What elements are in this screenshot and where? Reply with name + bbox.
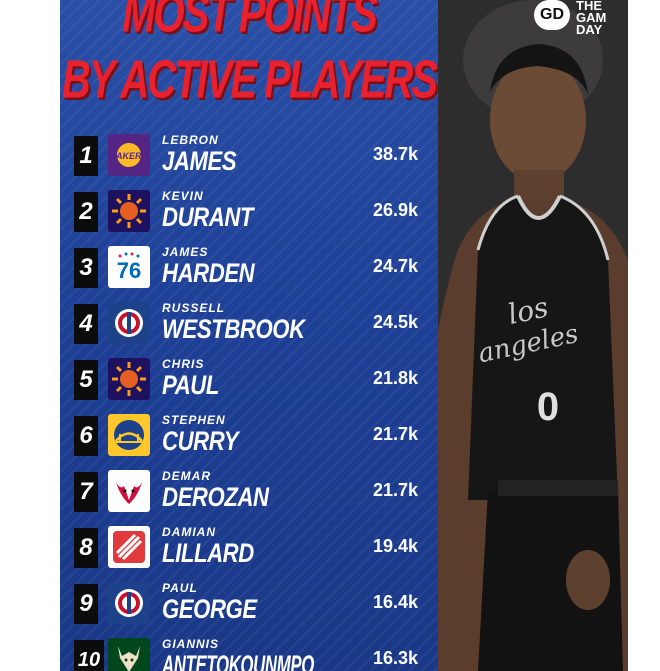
- brand-line: THE: [576, 0, 602, 13]
- player-points: 16.4k: [372, 592, 418, 612]
- brand-badge: GD THE GAM DAY: [534, 0, 624, 36]
- player-points: 26.9k: [372, 200, 418, 220]
- player-name: CHRIS PAUL: [162, 357, 232, 400]
- player-first-name: LEBRON: [162, 133, 219, 147]
- leaderboard-panel: MOST POINTS BY ACTIVE PLAYERS 1 LAKERS L…: [60, 0, 438, 671]
- title-line-1: MOST POINTS: [122, 0, 378, 44]
- player-first-name: KEVIN: [162, 189, 204, 203]
- player-points: 21.7k: [372, 480, 418, 500]
- player-last-name: ANTETOKOUNMPO: [162, 650, 314, 671]
- player-points: 38.7k: [372, 144, 418, 164]
- player-points: 24.7k: [372, 256, 418, 276]
- player-name: RUSSELL WESTBROOK: [162, 301, 336, 344]
- brand-name: THE GAM DAY: [576, 0, 606, 36]
- player-last-name: DURANT: [162, 202, 254, 232]
- player-name: LEBRON JAMES: [162, 133, 253, 176]
- bulls-logo-icon: [108, 470, 150, 512]
- player-points: 21.7k: [372, 424, 418, 444]
- clippers-logo-icon: [108, 302, 150, 344]
- rank-badge: 1: [74, 136, 98, 176]
- player-last-name: PAUL: [162, 370, 219, 400]
- brand-line: DAY: [576, 22, 603, 37]
- player-name: KEVIN DURANT: [162, 189, 273, 232]
- rank-badge: 6: [74, 416, 98, 456]
- suns-logo-icon: [108, 190, 150, 232]
- 76ers-logo-icon: 76: [108, 246, 150, 288]
- player-name: DEMAR DEROZAN: [162, 469, 292, 512]
- player-row: 4 RUSSELL WESTBROOK 24.5k: [74, 300, 438, 350]
- player-last-name: LILLARD: [162, 538, 254, 568]
- clippers-logo-icon: [108, 582, 150, 624]
- player-name: JAMES HARDEN: [162, 245, 275, 288]
- player-photo: los angeles 0: [438, 0, 628, 671]
- warriors-logo-icon: [108, 414, 150, 456]
- player-row: 6 STEPHEN CURRY 21.7k: [74, 412, 438, 462]
- player-row: 7 DEMAR DEROZAN 21.7k: [74, 468, 438, 518]
- player-row: 10 GIANNIS ANTETOKOUNMPO 16.3k: [74, 636, 438, 671]
- player-name: DAMIAN LILLARD: [162, 525, 274, 568]
- rank-badge: 10: [74, 640, 104, 671]
- player-name: GIANNIS ANTETOKOUNMPO: [162, 638, 407, 671]
- player-name: STEPHEN CURRY: [162, 413, 255, 456]
- player-first-name: CHRIS: [162, 357, 205, 371]
- svg-text:76: 76: [117, 258, 141, 283]
- player-row: 2 KEVIN DURANT 26.9k: [74, 188, 438, 238]
- rank-badge: 2: [74, 192, 98, 232]
- player-first-name: DAMIAN: [162, 525, 216, 539]
- player-first-name: DEMAR: [162, 469, 211, 483]
- player-points: 24.5k: [372, 312, 418, 332]
- player-row: 3 76 JAMES HARDEN 24.7k: [74, 244, 438, 294]
- rank-badge: 7: [74, 472, 98, 512]
- brand-line: GAM: [576, 10, 607, 25]
- player-points: 16.3k: [372, 648, 418, 668]
- player-name: PAUL GEORGE: [162, 581, 278, 624]
- player-last-name: CURRY: [162, 426, 239, 456]
- player-row: 1 LAKERS LEBRON JAMES 38.7k: [74, 132, 438, 182]
- title-line-2: BY ACTIVE PLAYERS: [61, 50, 438, 110]
- rank-badge: 9: [74, 584, 98, 624]
- player-first-name: PAUL: [162, 581, 198, 595]
- player-row: 9 PAUL GEORGE 16.4k: [74, 580, 438, 630]
- player-points: 21.8k: [372, 368, 418, 388]
- player-first-name: STEPHEN: [162, 413, 226, 427]
- stat-graphic: MOST POINTS BY ACTIVE PLAYERS 1 LAKERS L…: [60, 0, 628, 671]
- player-last-name: JAMES: [162, 146, 237, 176]
- lakers-logo-icon: LAKERS: [108, 134, 150, 176]
- player-first-name: RUSSELL: [162, 301, 226, 315]
- svg-text:LAKERS: LAKERS: [110, 151, 147, 161]
- rank-badge: 4: [74, 304, 98, 344]
- westbrook-photo-icon: los angeles 0: [438, 0, 628, 671]
- player-last-name: DEROZAN: [162, 482, 269, 512]
- player-last-name: HARDEN: [162, 258, 255, 288]
- player-row: 5 CHRIS PAUL 21.8k: [74, 356, 438, 406]
- player-first-name: GIANNIS: [162, 637, 220, 651]
- rank-badge: 8: [74, 528, 98, 568]
- rank-badge: 5: [74, 360, 98, 400]
- player-points: 19.4k: [372, 536, 418, 556]
- player-first-name: JAMES: [162, 245, 209, 259]
- rank-badge: 3: [74, 248, 98, 288]
- blazers-logo-icon: [108, 526, 150, 568]
- player-row: 8 DAMIAN LILLARD 19.4k: [74, 524, 438, 574]
- suns-logo-icon: [108, 358, 150, 400]
- player-last-name: GEORGE: [162, 594, 257, 624]
- player-last-name: WESTBROOK: [162, 314, 305, 344]
- brand-logo-icon: GD: [534, 0, 570, 30]
- svg-text:los: los: [505, 290, 551, 331]
- svg-text:0: 0: [537, 385, 559, 429]
- bucks-logo-icon: [108, 638, 150, 671]
